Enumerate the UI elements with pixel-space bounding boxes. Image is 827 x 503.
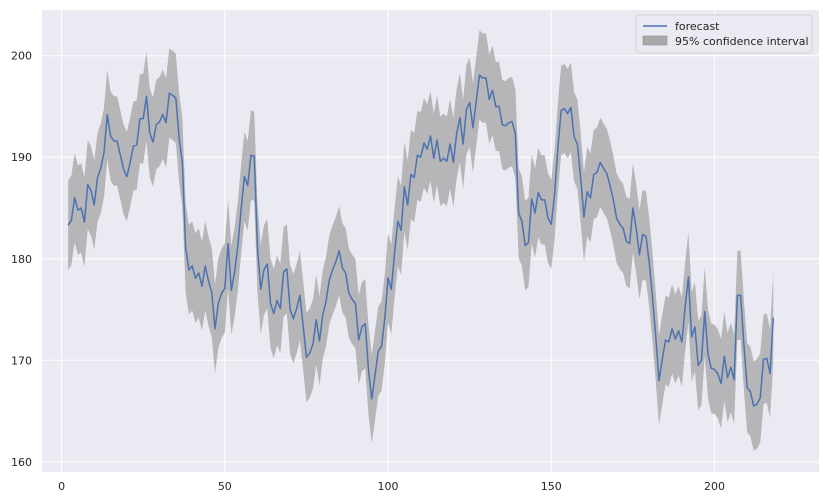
- legend-ci-label: 95% confidence interval: [675, 35, 809, 48]
- confidence-interval-band: [68, 30, 774, 451]
- forecast-line: [67, 74, 775, 407]
- y-tick-label: 200: [11, 50, 32, 63]
- x-tick-label: 0: [58, 480, 65, 493]
- legend-ci-swatch: [642, 35, 668, 46]
- x-tick-label: 50: [218, 480, 232, 493]
- legend-box: [635, 14, 813, 54]
- x-tick-label: 200: [704, 480, 725, 493]
- y-tick-labels: 160 170 180 190 200: [11, 50, 32, 469]
- x-tick-label: 100: [378, 480, 399, 493]
- legend-forecast-label: forecast: [675, 20, 720, 33]
- y-tick-label: 170: [11, 354, 32, 367]
- y-tick-label: 160: [11, 456, 32, 469]
- x-tick-label: 150: [541, 480, 562, 493]
- y-tick-label: 190: [11, 151, 32, 164]
- x-tick-labels: 0 50 100 150 200: [58, 480, 725, 493]
- y-tick-label: 180: [11, 253, 32, 266]
- legend: forecast 95% confidence interval: [635, 14, 813, 54]
